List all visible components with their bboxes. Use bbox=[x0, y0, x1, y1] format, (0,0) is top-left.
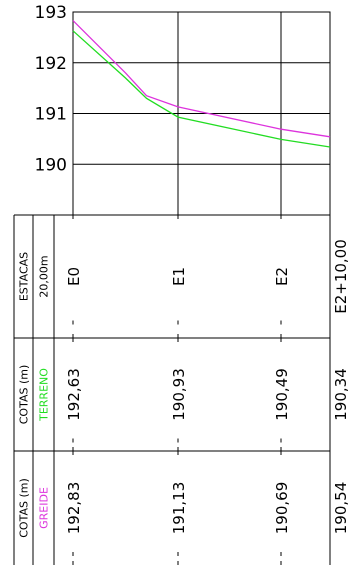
cell-terreno-1: 190,93 bbox=[170, 368, 188, 421]
cell-terreno-2: 190,49 bbox=[273, 368, 291, 421]
cell-estacas-3: E2+10,00 bbox=[332, 239, 350, 314]
cell-terreno-0: 192,63 bbox=[65, 368, 83, 421]
cell-estacas-0: E0 bbox=[65, 267, 83, 286]
profile-table: ESTACAS 20,00m E0 E1 E2 E2+10,00 COTAS (m) TERR… bbox=[13, 214, 350, 565]
cell-terreno-3: 190,34 bbox=[332, 368, 350, 421]
cell-greide-0: 192,83 bbox=[65, 482, 83, 535]
y-tick-label-193: 193 bbox=[35, 3, 67, 23]
plot-grid bbox=[72, 11, 331, 216]
plot-series bbox=[72, 20, 331, 148]
y-tick-label-192: 192 bbox=[35, 54, 67, 74]
cell-greide-3: 190,54 bbox=[332, 482, 350, 535]
series-line-greide bbox=[72, 20, 331, 138]
series-line-terreno bbox=[72, 30, 331, 148]
row-title-greide: COTAS (m) bbox=[18, 478, 31, 538]
cell-greide-1: 191,13 bbox=[170, 482, 188, 535]
cell-estacas-2: E2 bbox=[273, 267, 291, 286]
row-subtitle-terreno: TERRENO bbox=[38, 368, 51, 422]
y-tick-label-191: 191 bbox=[35, 105, 67, 125]
y-tick-label-190: 190 bbox=[35, 155, 67, 175]
row-title-terreno: COTAS (m) bbox=[18, 365, 31, 425]
cell-estacas-1: E1 bbox=[170, 267, 188, 286]
cell-greide-2: 190,69 bbox=[273, 482, 291, 535]
row-title-estacas: ESTACAS bbox=[18, 252, 31, 301]
row-subtitle-estacas: 20,00m bbox=[38, 255, 51, 297]
y-axis: 193 192 191 190 bbox=[35, 3, 67, 175]
row-subtitle-greide: GREIDE bbox=[38, 487, 51, 529]
